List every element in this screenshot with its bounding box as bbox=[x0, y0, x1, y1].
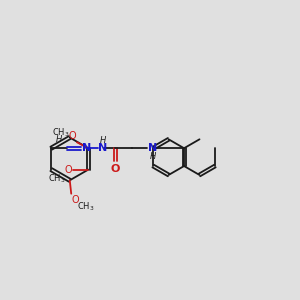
Text: H: H bbox=[56, 135, 62, 144]
Text: N: N bbox=[148, 143, 157, 153]
Text: O: O bbox=[111, 164, 120, 174]
Text: CH$_3$: CH$_3$ bbox=[52, 126, 70, 139]
Text: O: O bbox=[65, 165, 73, 175]
Text: O: O bbox=[68, 131, 76, 141]
Text: CH$_3$: CH$_3$ bbox=[48, 172, 66, 185]
Text: N: N bbox=[82, 143, 91, 153]
Text: N: N bbox=[98, 143, 107, 153]
Text: H: H bbox=[150, 152, 156, 161]
Text: H: H bbox=[100, 136, 106, 145]
Text: O: O bbox=[71, 195, 79, 205]
Text: CH$_3$: CH$_3$ bbox=[76, 200, 94, 213]
